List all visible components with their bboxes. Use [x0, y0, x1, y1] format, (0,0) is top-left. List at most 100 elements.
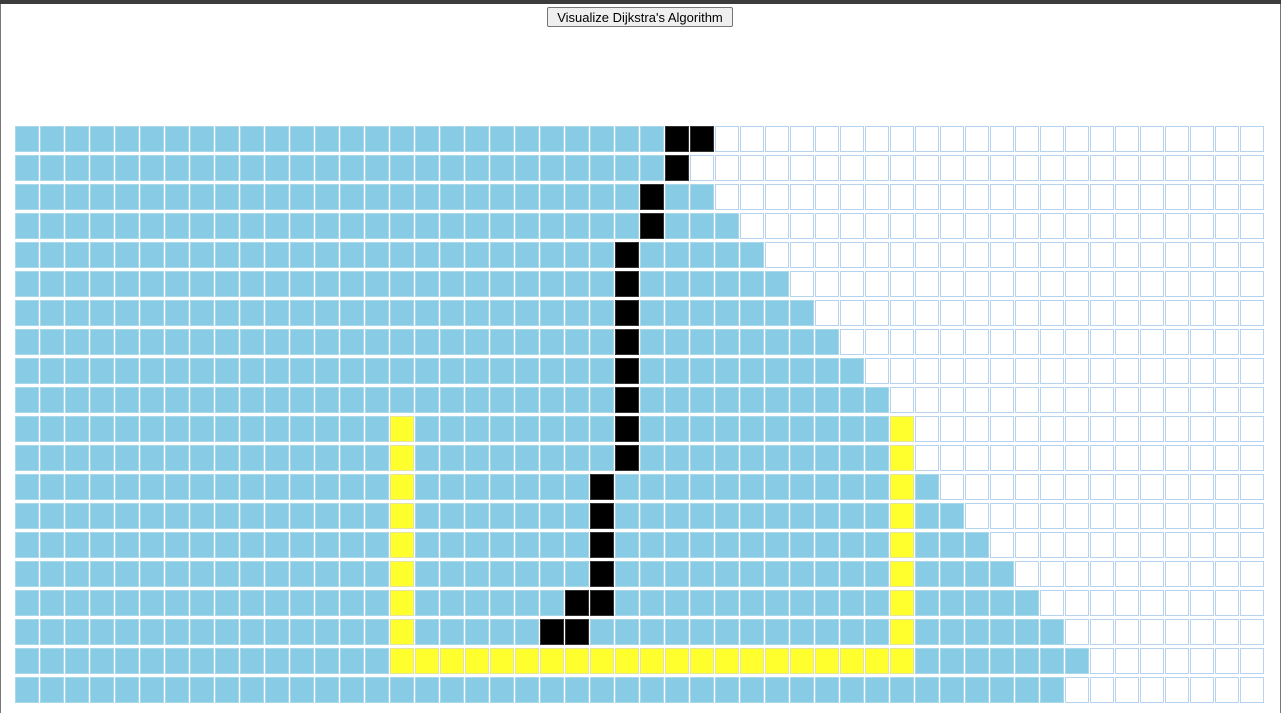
- grid-cell[interactable]: [140, 677, 164, 703]
- grid-cell[interactable]: [1190, 300, 1214, 326]
- grid-cell[interactable]: [790, 561, 814, 587]
- grid-cell[interactable]: [1090, 677, 1114, 703]
- grid-cell[interactable]: [315, 155, 339, 181]
- grid-cell[interactable]: [1190, 155, 1214, 181]
- grid-cell[interactable]: [115, 532, 139, 558]
- grid-cell[interactable]: [840, 155, 864, 181]
- grid-cell[interactable]: [15, 416, 39, 442]
- grid-cell[interactable]: [815, 532, 839, 558]
- grid-cell[interactable]: [290, 416, 314, 442]
- grid-cell[interactable]: [415, 300, 439, 326]
- grid-cell[interactable]: [540, 619, 564, 645]
- grid-cell[interactable]: [615, 213, 639, 239]
- grid-cell[interactable]: [1140, 242, 1164, 268]
- grid-cell[interactable]: [1065, 242, 1089, 268]
- grid-cell[interactable]: [640, 619, 664, 645]
- grid-cell[interactable]: [1140, 271, 1164, 297]
- grid-cell[interactable]: [840, 300, 864, 326]
- grid-cell[interactable]: [590, 590, 614, 616]
- grid-cell[interactable]: [65, 561, 89, 587]
- grid-cell[interactable]: [965, 445, 989, 471]
- grid-cell[interactable]: [540, 590, 564, 616]
- grid-cell[interactable]: [90, 184, 114, 210]
- grid-cell[interactable]: [1090, 242, 1114, 268]
- grid-cell[interactable]: [340, 213, 364, 239]
- grid-cell[interactable]: [15, 677, 39, 703]
- grid-cell[interactable]: [215, 213, 239, 239]
- grid-cell[interactable]: [1040, 619, 1064, 645]
- grid-cell[interactable]: [565, 532, 589, 558]
- grid-cell[interactable]: [465, 213, 489, 239]
- grid-cell[interactable]: [165, 155, 189, 181]
- grid-cell[interactable]: [90, 619, 114, 645]
- grid-cell[interactable]: [1065, 358, 1089, 384]
- grid-cell[interactable]: [290, 677, 314, 703]
- grid-cell[interactable]: [515, 416, 539, 442]
- grid-cell[interactable]: [640, 155, 664, 181]
- grid-cell[interactable]: [790, 184, 814, 210]
- grid-cell[interactable]: [865, 677, 889, 703]
- grid-cell[interactable]: [315, 387, 339, 413]
- grid-cell[interactable]: [965, 271, 989, 297]
- grid-cell[interactable]: [790, 213, 814, 239]
- grid-cell[interactable]: [15, 213, 39, 239]
- grid-cell[interactable]: [690, 184, 714, 210]
- grid-cell[interactable]: [665, 532, 689, 558]
- grid-cell[interactable]: [815, 474, 839, 500]
- grid-cell[interactable]: [215, 358, 239, 384]
- grid-cell[interactable]: [290, 532, 314, 558]
- grid-cell[interactable]: [290, 561, 314, 587]
- grid-cell[interactable]: [390, 184, 414, 210]
- grid-cell[interactable]: [740, 387, 764, 413]
- grid-cell[interactable]: [190, 445, 214, 471]
- grid-cell[interactable]: [1240, 416, 1264, 442]
- grid-cell[interactable]: [1015, 532, 1039, 558]
- grid-cell[interactable]: [990, 503, 1014, 529]
- grid-cell[interactable]: [1165, 590, 1189, 616]
- grid-cell[interactable]: [490, 329, 514, 355]
- grid-cell[interactable]: [65, 619, 89, 645]
- grid-cell[interactable]: [865, 300, 889, 326]
- grid-cell[interactable]: [740, 503, 764, 529]
- grid-cell[interactable]: [965, 358, 989, 384]
- grid-cell[interactable]: [1165, 155, 1189, 181]
- grid-cell[interactable]: [1190, 126, 1214, 152]
- grid-cell[interactable]: [690, 474, 714, 500]
- grid-cell[interactable]: [165, 300, 189, 326]
- grid-cell[interactable]: [315, 445, 339, 471]
- grid-cell[interactable]: [365, 648, 389, 674]
- grid-cell[interactable]: [940, 358, 964, 384]
- grid-cell[interactable]: [1165, 213, 1189, 239]
- grid-cell[interactable]: [865, 126, 889, 152]
- grid-cell[interactable]: [665, 648, 689, 674]
- grid-cell[interactable]: [740, 648, 764, 674]
- grid-cell[interactable]: [515, 242, 539, 268]
- grid-cell[interactable]: [190, 242, 214, 268]
- grid-cell[interactable]: [690, 590, 714, 616]
- grid-cell[interactable]: [540, 445, 564, 471]
- grid-cell[interactable]: [890, 590, 914, 616]
- grid-cell[interactable]: [1040, 242, 1064, 268]
- grid-cell[interactable]: [665, 619, 689, 645]
- grid-cell[interactable]: [540, 300, 564, 326]
- grid-cell[interactable]: [640, 503, 664, 529]
- grid-cell[interactable]: [590, 561, 614, 587]
- grid-cell[interactable]: [440, 416, 464, 442]
- grid-cell[interactable]: [1040, 300, 1064, 326]
- grid-cell[interactable]: [1140, 300, 1164, 326]
- grid-cell[interactable]: [890, 358, 914, 384]
- grid-cell[interactable]: [40, 329, 64, 355]
- grid-cell[interactable]: [915, 590, 939, 616]
- grid-cell[interactable]: [440, 155, 464, 181]
- grid-cell[interactable]: [140, 648, 164, 674]
- grid-cell[interactable]: [265, 329, 289, 355]
- grid-cell[interactable]: [740, 271, 764, 297]
- grid-cell[interactable]: [790, 155, 814, 181]
- grid-cell[interactable]: [740, 590, 764, 616]
- grid-cell[interactable]: [915, 474, 939, 500]
- grid-cell[interactable]: [740, 213, 764, 239]
- grid-cell[interactable]: [190, 677, 214, 703]
- grid-cell[interactable]: [1190, 213, 1214, 239]
- grid-cell[interactable]: [840, 590, 864, 616]
- grid-cell[interactable]: [965, 242, 989, 268]
